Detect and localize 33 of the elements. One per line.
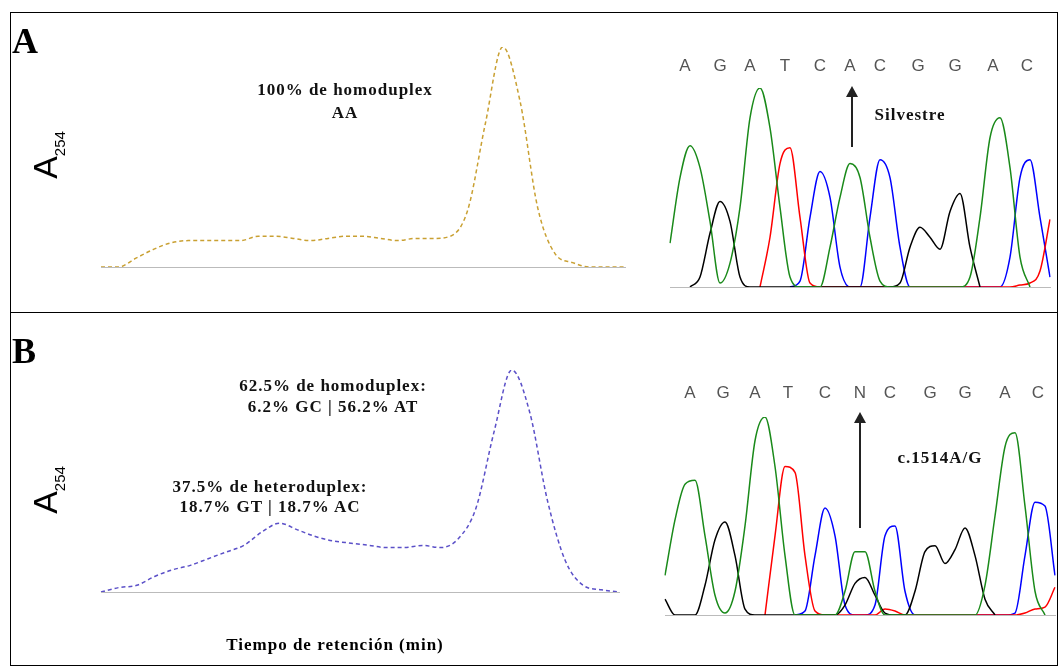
text: A: [12, 20, 38, 62]
text: C: [1020, 56, 1034, 76]
text: G: [911, 56, 925, 76]
text: G: [923, 383, 937, 403]
annotation: AA: [331, 103, 359, 123]
text: G: [948, 56, 962, 76]
text: C: [813, 56, 827, 76]
annotation: Silvestre: [874, 105, 946, 125]
text: C: [873, 56, 887, 76]
text: G: [713, 56, 727, 76]
text: G: [958, 383, 972, 403]
text: N: [853, 383, 867, 403]
text: T: [779, 56, 791, 76]
text: A: [744, 56, 756, 76]
annotation: 6.2% GC | 56.2% AT: [247, 397, 419, 417]
text: A: [684, 383, 696, 403]
text: C: [883, 383, 897, 403]
x-axis-title: Tiempo de retención (min): [226, 635, 444, 655]
text: A: [749, 383, 761, 403]
annotation: 37.5% de heteroduplex:: [172, 477, 368, 497]
text: C: [818, 383, 832, 403]
text: A: [999, 383, 1011, 403]
text: C: [1031, 383, 1045, 403]
text: A: [679, 56, 691, 76]
text: A: [987, 56, 999, 76]
text: B: [12, 330, 37, 372]
annotation: 100% de homoduplex: [257, 80, 433, 100]
annotation: c.1514A/G: [897, 448, 983, 468]
annotation: 18.7% GT | 18.7% AC: [179, 497, 361, 517]
annotation: 62.5% de homoduplex:: [239, 376, 427, 396]
text: T: [782, 383, 794, 403]
text: G: [716, 383, 730, 403]
text: A: [844, 56, 856, 76]
